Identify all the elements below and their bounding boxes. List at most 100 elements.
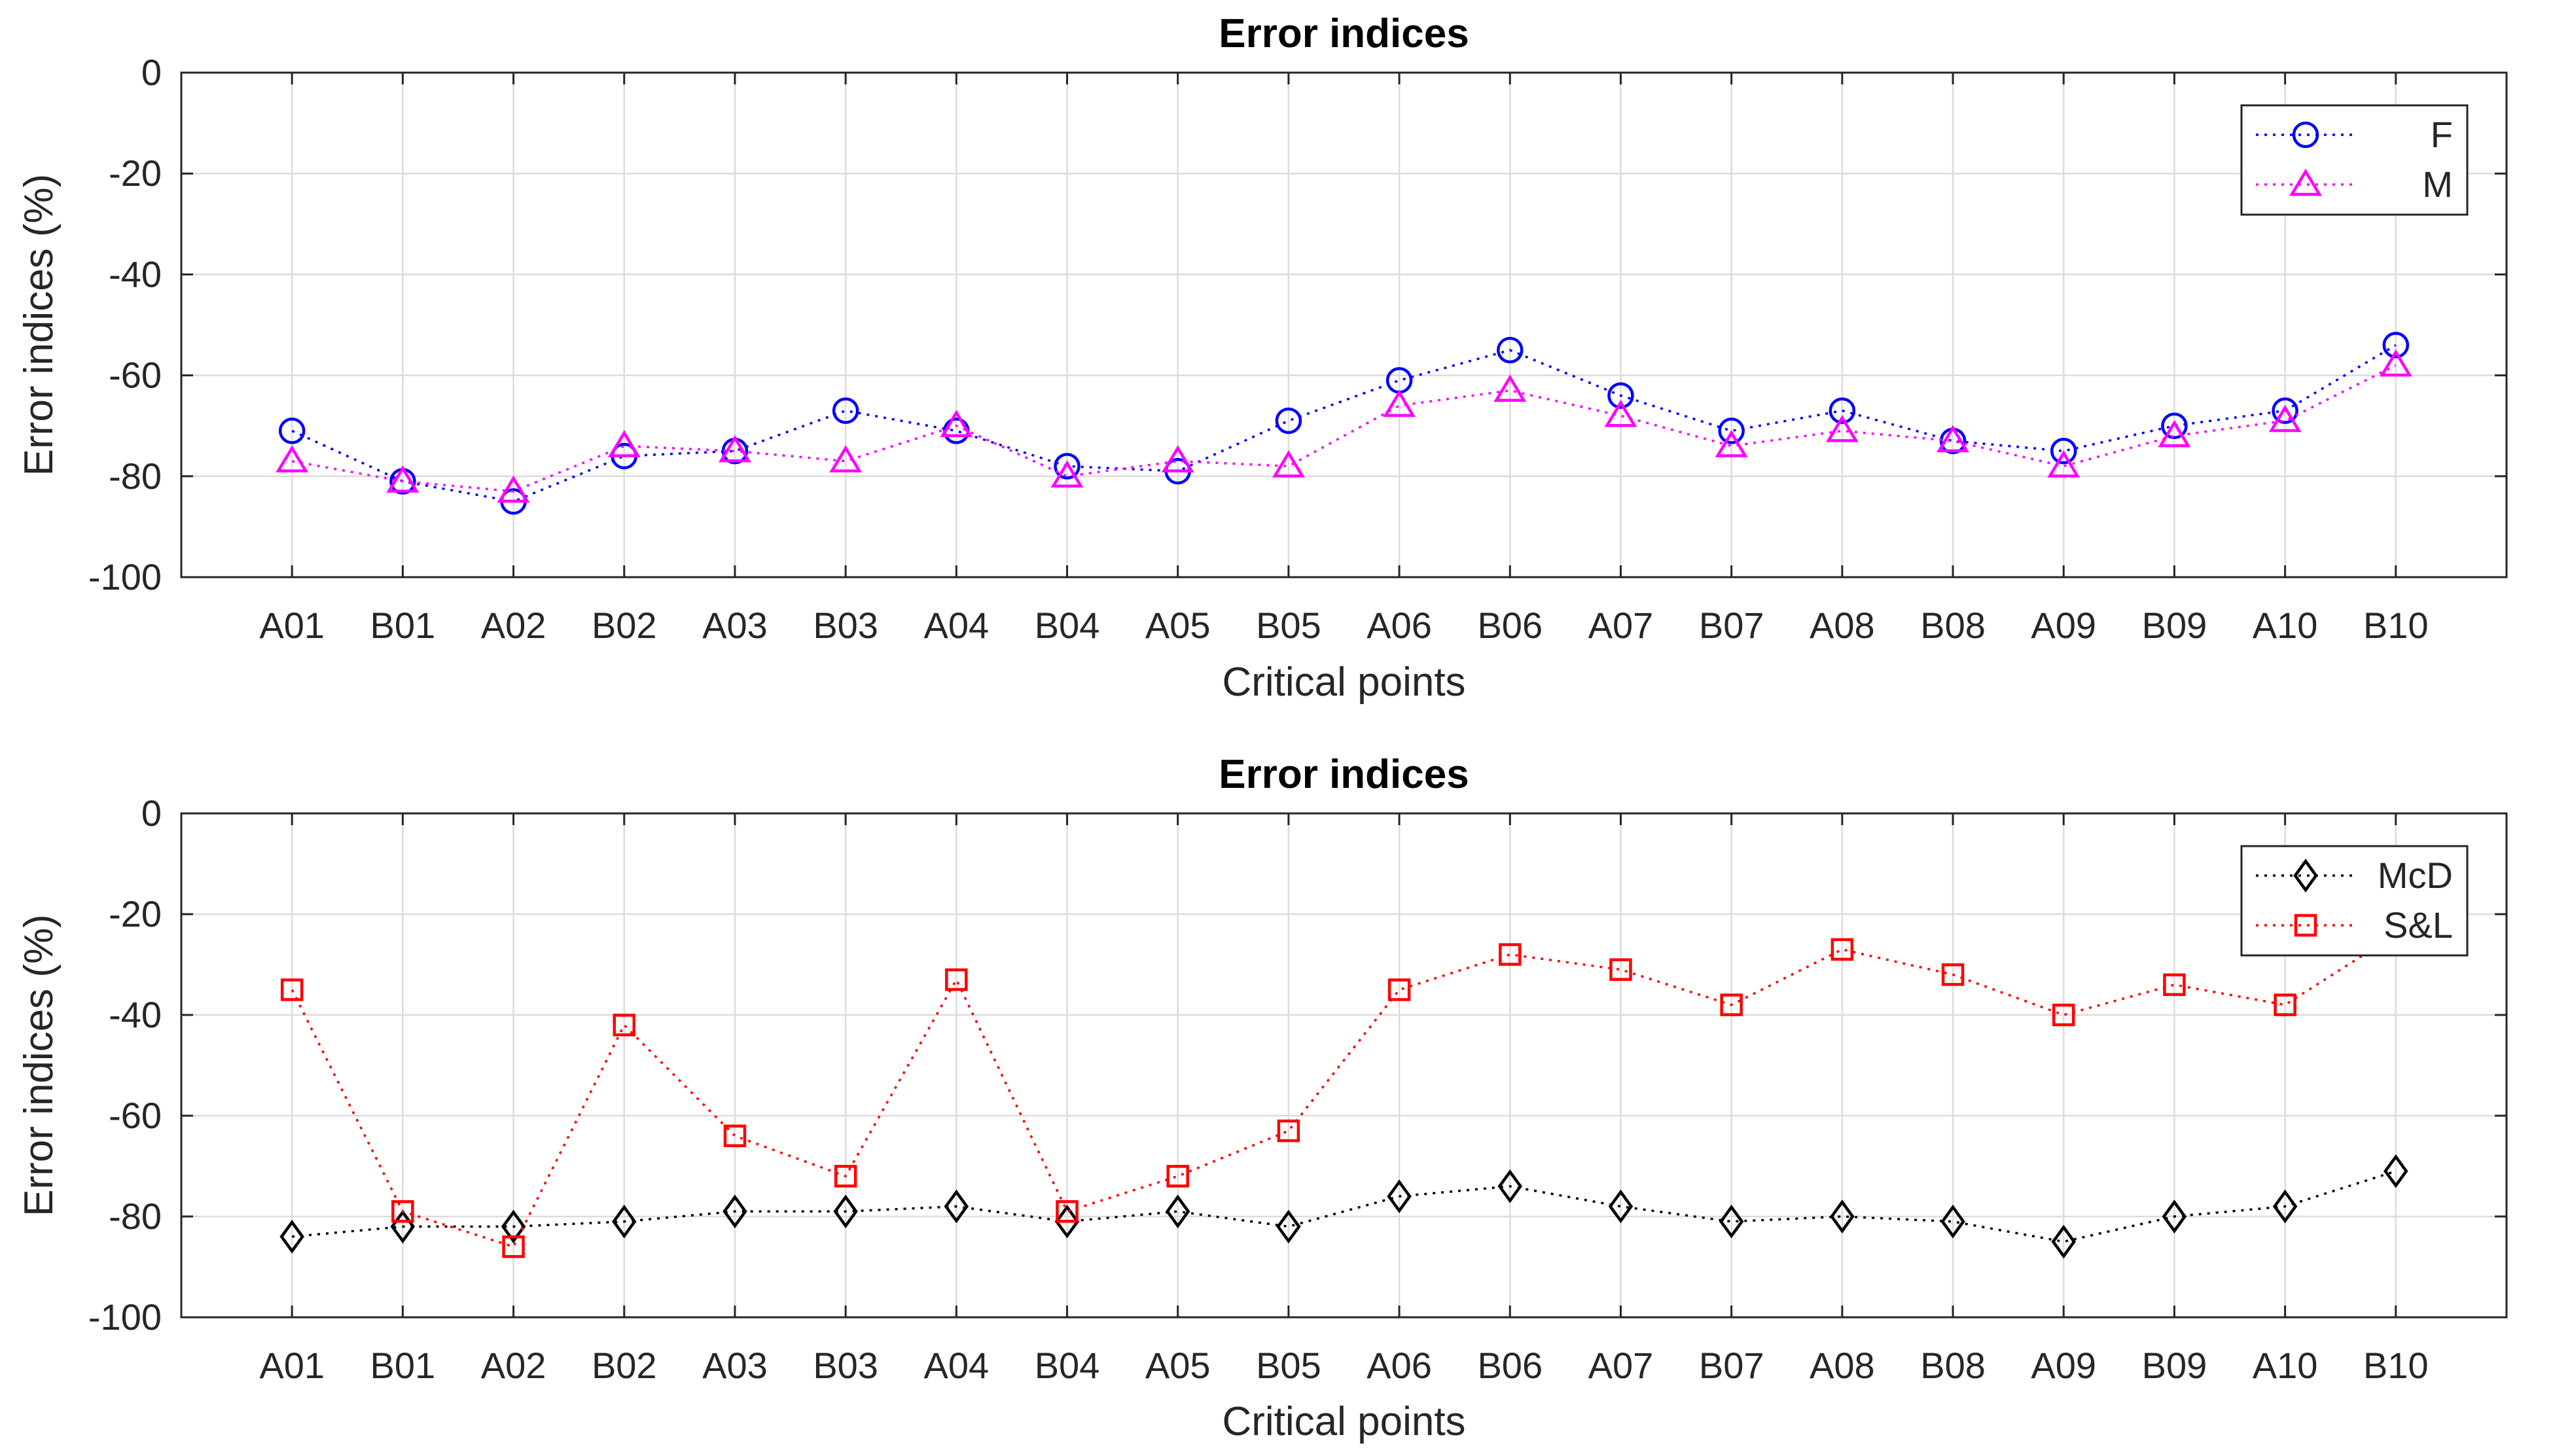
y-tick-label: -100	[88, 1296, 162, 1338]
x-tick-label: B07	[1699, 1345, 1764, 1386]
x-tick-label: B03	[813, 1345, 878, 1386]
x-tick-label: B08	[1920, 605, 1986, 646]
data-point	[1718, 417, 1745, 444]
data-point	[2051, 1224, 2077, 1259]
x-tick-label: B10	[2363, 1345, 2429, 1386]
data-point	[2158, 419, 2191, 448]
data-point	[1056, 1200, 1079, 1223]
y-tick-label: -20	[109, 152, 162, 194]
data-point	[832, 397, 859, 424]
data-point	[2047, 450, 2080, 478]
axes-box	[180, 71, 2508, 578]
series-line	[292, 1170, 2397, 1243]
x-tick-label: B10	[2363, 605, 2429, 646]
x-tick-label: B05	[1256, 605, 1321, 646]
y-tick-label: 0	[141, 52, 162, 93]
x-tick-label: A06	[1366, 1345, 1432, 1386]
data-point	[2268, 404, 2302, 433]
legend-marker	[2292, 121, 2319, 149]
plot-area	[181, 73, 2507, 577]
data-point	[386, 465, 420, 493]
plot-area	[181, 813, 2507, 1317]
x-tick-label: A08	[1810, 1345, 1875, 1386]
data-point	[2052, 1003, 2075, 1027]
data-point	[497, 475, 530, 503]
x-tick-label: A07	[1588, 1345, 1654, 1386]
data-point	[501, 1209, 526, 1244]
x-tick-label: A06	[1366, 605, 1432, 646]
data-point	[723, 1124, 747, 1148]
data-point	[2382, 332, 2410, 359]
x-tick-label: A01	[259, 1345, 325, 1386]
data-point	[1609, 958, 1632, 981]
x-tick-label: B06	[1477, 1345, 1543, 1386]
x-tick-label: A04	[924, 1345, 990, 1386]
data-point	[1604, 399, 1637, 427]
x-tick-label: B05	[1256, 1345, 1321, 1386]
x-tick-label: A01	[259, 605, 325, 646]
data-point	[2379, 349, 2412, 377]
data-point	[2050, 438, 2077, 465]
x-tick-label: A05	[1145, 605, 1211, 646]
data-point	[723, 1194, 747, 1229]
data-point	[1937, 425, 1970, 453]
y-tick-label: -40	[109, 994, 162, 1035]
data-point	[1387, 978, 1411, 1001]
x-tick-label: A04	[924, 605, 990, 646]
data-point	[1166, 1165, 1189, 1188]
y-tick-label: -60	[109, 355, 162, 396]
y-tick-label: -100	[88, 556, 162, 597]
data-point	[1054, 1204, 1080, 1239]
data-point	[1941, 963, 1965, 986]
x-tick-label: B02	[592, 605, 657, 646]
legend-marker	[2294, 914, 2317, 937]
data-point	[2274, 993, 2296, 1016]
data-point	[940, 410, 973, 437]
data-point	[1493, 374, 1527, 402]
x-axis-label: Critical points	[1222, 660, 1465, 705]
data-point	[2162, 1199, 2187, 1234]
data-point	[944, 1189, 969, 1224]
legend-label: S&L	[2383, 904, 2453, 946]
legend-box	[2240, 104, 2469, 216]
data-point	[1165, 1194, 1190, 1229]
x-tick-label: B09	[2142, 605, 2207, 646]
data-point	[1715, 430, 1748, 457]
y-tick-label: -80	[109, 455, 162, 497]
data-point	[1607, 382, 1634, 409]
legend: FM	[2240, 104, 2469, 216]
data-point	[2161, 412, 2188, 439]
data-point	[1161, 445, 1194, 472]
data-point	[1719, 1204, 1744, 1239]
data-point	[611, 1204, 637, 1239]
data-point	[829, 445, 863, 472]
x-tick-label: A02	[481, 1345, 546, 1386]
x-tick-label: B09	[2142, 1345, 2207, 1386]
data-point	[1720, 993, 1743, 1016]
data-point	[1499, 943, 1522, 966]
data-point	[1608, 1189, 1634, 1224]
axes-box	[180, 812, 2508, 1319]
data-point	[1497, 336, 1524, 364]
legend-label: McD	[2378, 855, 2453, 896]
x-tick-label: A09	[2031, 1345, 2096, 1386]
data-point	[613, 1014, 636, 1037]
data-point	[278, 417, 306, 444]
data-point	[1277, 1119, 1300, 1143]
x-tick-label: A03	[702, 605, 768, 646]
x-tick-label: B04	[1035, 1345, 1100, 1386]
data-point	[945, 968, 968, 991]
x-tick-label: B06	[1477, 605, 1543, 646]
legend: McD S&L	[2240, 845, 2469, 957]
legend-label: F	[2431, 114, 2453, 155]
data-point	[2163, 973, 2186, 997]
data-point	[718, 435, 751, 463]
x-tick-label: B03	[813, 605, 878, 646]
data-point	[833, 1194, 858, 1229]
x-tick-label: B01	[370, 1345, 436, 1386]
legend-marker	[2289, 168, 2322, 196]
y-axis-label: Error indices (%)	[16, 174, 62, 476]
data-point	[1054, 453, 1080, 480]
data-point	[1825, 415, 1859, 442]
